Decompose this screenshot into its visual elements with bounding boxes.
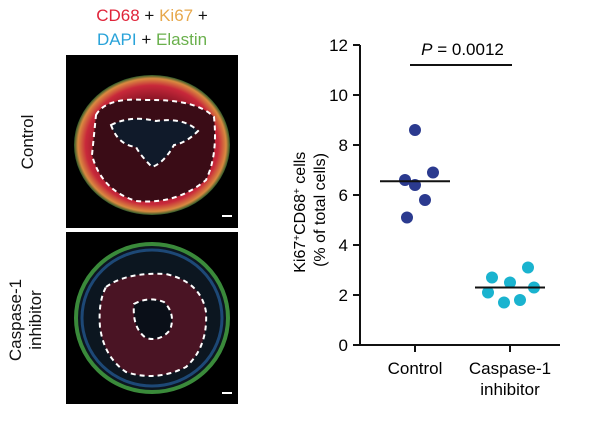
row-label-caspase-line1: Caspase-1 xyxy=(6,278,25,362)
adventitia xyxy=(80,248,224,388)
data-point xyxy=(522,261,534,274)
row-label-caspase: Caspase-1 inhibitor xyxy=(6,265,46,375)
micrograph-caspase xyxy=(66,232,238,404)
scale-bar xyxy=(222,215,232,217)
y-tick-label: 10 xyxy=(329,86,348,105)
x-category-label: Control xyxy=(388,359,443,378)
row-label-control: Control xyxy=(18,114,37,170)
y-tick-label: 4 xyxy=(339,236,348,255)
data-point xyxy=(399,174,411,186)
data-point xyxy=(504,276,516,289)
data-point xyxy=(401,211,413,224)
scatter-chart: 0 2 4 6 8 10 12 Control Caspase-1 inhibitor P = … xyxy=(292,36,560,399)
legend-plus-1: + xyxy=(144,6,155,25)
legend-plus-3: + xyxy=(141,30,152,49)
legend-line-2: DAPI + Elastin xyxy=(66,28,238,52)
data-point xyxy=(482,286,494,299)
micrograph-control xyxy=(66,55,238,228)
data-point xyxy=(427,166,439,179)
data-points xyxy=(399,124,540,309)
y-axis-label-line2: (% of total cells) xyxy=(312,153,329,267)
ylabel-cd68: CD68 xyxy=(292,194,309,235)
row-label-caspase-line2: inhibitor xyxy=(26,290,45,350)
data-point xyxy=(486,271,498,284)
ylabel-ki67: Ki67 xyxy=(292,241,309,273)
micrograph-caspase-image xyxy=(74,242,232,394)
ylabel-sup1: + xyxy=(292,235,303,241)
y-tick-label: 8 xyxy=(339,136,348,155)
p-symbol: P xyxy=(421,40,433,59)
legend-dapi: DAPI xyxy=(96,30,137,49)
legend-elastin: Elastin xyxy=(156,30,208,49)
legend-cd68: CD68 xyxy=(96,6,140,25)
lumen-boundary xyxy=(109,117,200,169)
ylabel-sup2: + xyxy=(292,188,303,194)
median-lines xyxy=(380,180,545,289)
x-category-label: Caspase-1 xyxy=(469,359,551,378)
stain-legend: CD68 + Ki67 + DAPI + Elastin xyxy=(66,4,238,52)
y-ticks: 0 2 4 6 8 10 12 xyxy=(329,36,360,355)
y-tick-label: 2 xyxy=(339,286,348,305)
micrograph-control-image xyxy=(74,75,232,217)
y-tick-label: 6 xyxy=(339,186,348,205)
legend-plus-2: + xyxy=(197,6,208,25)
data-point xyxy=(514,294,526,306)
significance-annotation: P = 0.0012 xyxy=(410,40,512,66)
data-point xyxy=(409,124,421,136)
y-axis-label-line1: Ki67+CD68+ cells xyxy=(292,152,310,273)
scale-bar xyxy=(222,392,232,394)
p-value-label: P = 0.0012 xyxy=(421,40,504,59)
x-category-labels: Control Caspase-1 inhibitor xyxy=(388,345,551,399)
y-axis xyxy=(359,45,560,346)
data-point xyxy=(498,296,510,309)
data-point xyxy=(419,194,431,206)
y-tick-label: 12 xyxy=(329,36,348,55)
x-category-label: inhibitor xyxy=(480,380,540,399)
lumen-boundary xyxy=(132,298,173,340)
p-value: = 0.0012 xyxy=(432,40,503,59)
ylabel-cells: cells xyxy=(292,152,309,188)
legend-line-1: CD68 + Ki67 + xyxy=(66,4,238,28)
legend-ki67: Ki67 xyxy=(159,6,194,25)
y-axis-label: Ki67+CD68+ cells (% of total cells) xyxy=(292,147,330,273)
y-tick-label: 0 xyxy=(339,336,348,355)
